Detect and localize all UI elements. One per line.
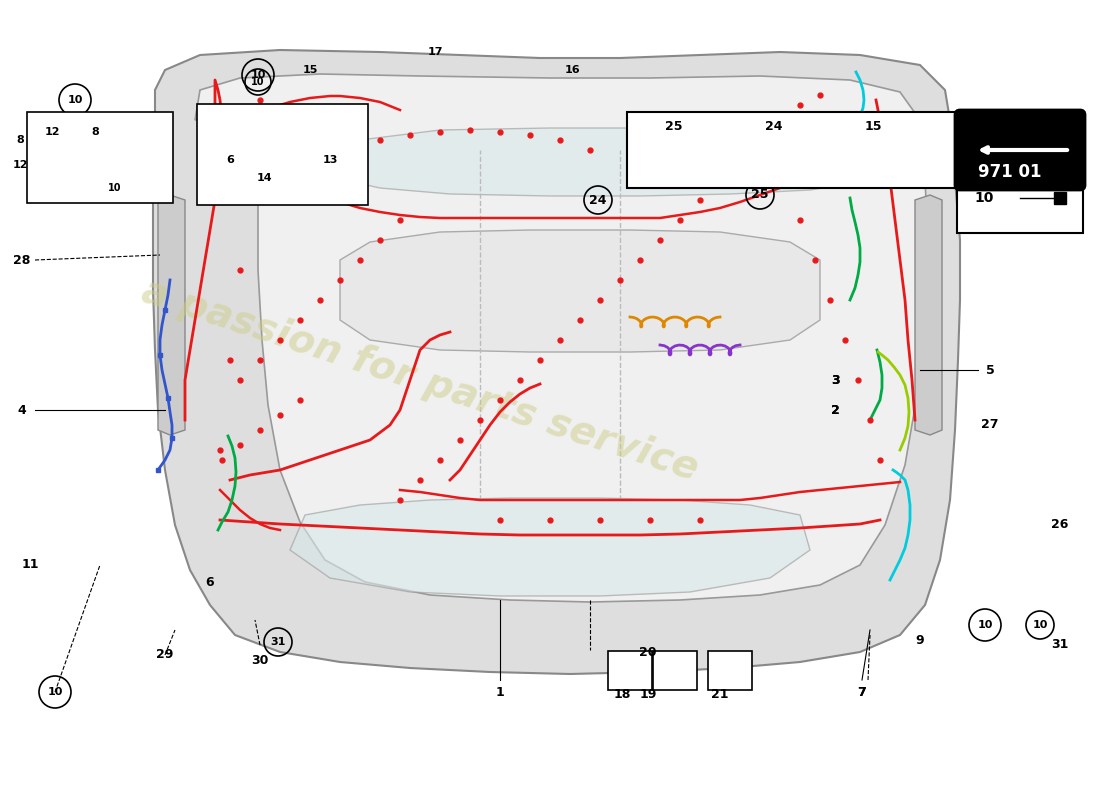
Polygon shape	[195, 74, 928, 602]
Text: 6: 6	[227, 155, 234, 165]
Text: 971 01: 971 01	[978, 163, 1042, 181]
FancyBboxPatch shape	[197, 104, 368, 205]
Text: 2: 2	[830, 403, 839, 417]
Polygon shape	[290, 498, 810, 596]
Text: 10: 10	[977, 620, 992, 630]
Text: 6: 6	[206, 575, 214, 589]
Text: 19: 19	[639, 689, 657, 702]
Text: 15: 15	[865, 121, 882, 134]
Text: 10: 10	[251, 70, 266, 80]
Text: 29: 29	[156, 649, 174, 662]
Text: 15: 15	[302, 65, 318, 75]
Text: 12: 12	[44, 127, 59, 137]
Text: 21: 21	[712, 689, 728, 702]
FancyBboxPatch shape	[608, 651, 652, 690]
Text: 26: 26	[1052, 518, 1069, 531]
Text: 12: 12	[12, 160, 28, 170]
Text: 24: 24	[764, 121, 782, 134]
Text: 10: 10	[974, 191, 993, 205]
Text: 8: 8	[16, 135, 24, 145]
Text: 10: 10	[108, 183, 122, 193]
Text: 10: 10	[1032, 620, 1047, 630]
FancyBboxPatch shape	[627, 112, 1033, 188]
Text: 10: 10	[251, 77, 265, 87]
Text: 10: 10	[1012, 205, 1027, 215]
Text: 28: 28	[13, 254, 31, 266]
Text: 27: 27	[981, 418, 999, 431]
Text: 31: 31	[271, 637, 286, 647]
Text: 9: 9	[915, 634, 924, 646]
Text: a passion for parts service: a passion for parts service	[138, 272, 703, 488]
Text: 20: 20	[639, 646, 657, 658]
Text: 3: 3	[830, 374, 839, 386]
Text: 3: 3	[830, 374, 839, 386]
Text: 13: 13	[322, 155, 338, 165]
Text: 25: 25	[666, 121, 682, 134]
Text: 30: 30	[251, 654, 268, 666]
Text: 10: 10	[47, 687, 63, 697]
Polygon shape	[915, 195, 942, 435]
Text: 4: 4	[18, 403, 26, 417]
Text: 7: 7	[858, 686, 867, 698]
Polygon shape	[158, 195, 185, 435]
Text: 16: 16	[564, 65, 580, 75]
Text: 17: 17	[427, 47, 442, 57]
FancyBboxPatch shape	[28, 112, 173, 203]
Text: 18: 18	[614, 689, 630, 702]
FancyBboxPatch shape	[957, 167, 1084, 233]
FancyBboxPatch shape	[653, 651, 697, 690]
Polygon shape	[340, 230, 820, 352]
Text: 7: 7	[858, 686, 867, 698]
Polygon shape	[153, 50, 960, 674]
Text: 14: 14	[257, 173, 273, 183]
FancyBboxPatch shape	[955, 110, 1085, 190]
FancyBboxPatch shape	[708, 651, 752, 690]
Text: 5: 5	[986, 363, 994, 377]
Text: 2: 2	[830, 403, 839, 417]
Polygon shape	[330, 128, 870, 196]
Text: 24: 24	[590, 194, 607, 206]
Text: 8: 8	[91, 127, 99, 137]
Text: 10: 10	[67, 95, 82, 105]
Text: 11: 11	[21, 558, 38, 571]
Text: 14: 14	[960, 121, 978, 134]
Text: 25: 25	[751, 189, 769, 202]
Text: 1: 1	[496, 686, 505, 698]
Text: 31: 31	[1052, 638, 1069, 651]
